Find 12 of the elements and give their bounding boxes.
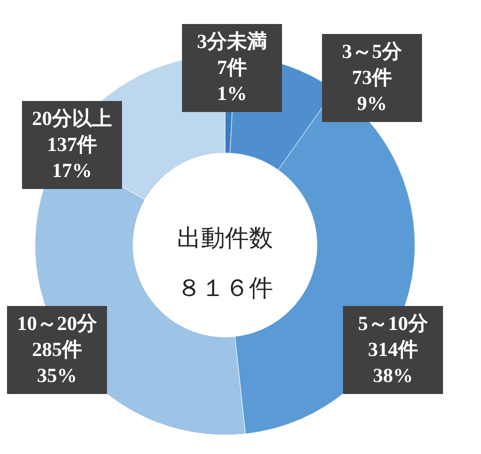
data-label: 314件 38% <box>368 339 418 387</box>
text: ８１６件 <box>177 275 273 302</box>
data-label: 137件 17% <box>47 134 97 182</box>
slice-label: 5～10分 <box>358 313 429 335</box>
data-label: 73件 9% <box>352 67 392 115</box>
slice-label: 20分以上 <box>32 108 112 130</box>
data-label: 285件 35% <box>32 339 82 387</box>
data-label: 7件 1% <box>217 57 247 105</box>
slice-label: 3～5分 <box>342 41 403 63</box>
slice-label: 3分未満 <box>197 31 267 53</box>
slice-label: 10～20分 <box>17 313 98 335</box>
text: 出動件数 <box>177 225 273 252</box>
